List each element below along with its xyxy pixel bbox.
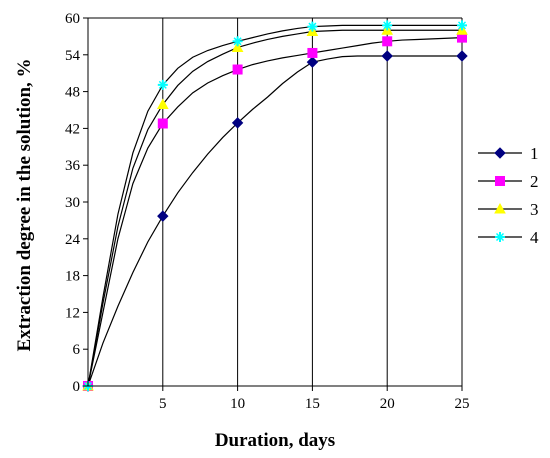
series-1-point xyxy=(231,117,244,129)
series-4-point xyxy=(157,79,168,90)
legend-label-2: 2 xyxy=(530,172,539,191)
y-tick-label: 30 xyxy=(65,195,80,211)
series-3-point xyxy=(231,41,244,52)
legend: 1 2 3 4 xyxy=(478,144,539,247)
series-1-line xyxy=(87,55,462,387)
series-2-point xyxy=(157,118,168,129)
y-tick-label: 24 xyxy=(65,232,81,248)
y-tick-label: 54 xyxy=(65,48,81,64)
series-4-line xyxy=(87,24,462,387)
series-4-point xyxy=(232,36,243,47)
legend-marker-4 xyxy=(495,232,505,242)
series-1-point xyxy=(381,50,393,62)
series-3-line xyxy=(87,29,462,387)
series-2-point xyxy=(307,47,318,58)
legend-marker-1 xyxy=(494,147,506,159)
series-1-point xyxy=(306,56,319,68)
series-4-point xyxy=(457,20,467,31)
y-tick-label: 18 xyxy=(65,269,80,285)
series-2-point xyxy=(232,64,243,75)
y-tick-label: 42 xyxy=(65,121,80,137)
legend-marker-3 xyxy=(494,202,506,214)
y-tick-labels: 0 6 12 18 24 30 36 42 48 54 60 xyxy=(65,11,88,395)
y-tick-label: 48 xyxy=(65,85,80,101)
x-tick-label: 5 xyxy=(159,396,167,412)
x-tick-label: 25 xyxy=(455,396,470,412)
legend-label-3: 3 xyxy=(530,200,539,219)
y-tick-label: 60 xyxy=(65,11,80,27)
series-2-line xyxy=(87,37,463,387)
series-2-point xyxy=(382,36,393,47)
x-tick-label: 10 xyxy=(230,396,245,412)
series-1-point xyxy=(456,50,468,62)
series-3-point xyxy=(156,98,169,109)
legend-label-1: 1 xyxy=(530,144,539,163)
y-tick-label: 36 xyxy=(65,158,81,174)
legend-label-4: 4 xyxy=(530,228,539,247)
x-tick-labels: 5 10 15 20 25 xyxy=(159,386,470,412)
y-tick-label: 6 xyxy=(73,342,81,358)
x-tick-label: 20 xyxy=(380,396,395,412)
y-axis-title: Extraction degree in the solution, % xyxy=(14,58,35,351)
series-4-point xyxy=(382,20,393,31)
x-axis-title: Duration, days xyxy=(215,430,335,451)
plot-area xyxy=(88,18,462,386)
x-tick-label: 15 xyxy=(305,396,320,412)
grid-lines xyxy=(162,18,463,386)
y-tick-label: 12 xyxy=(65,305,80,321)
legend-marker-2 xyxy=(495,176,505,186)
y-tick-label: 0 xyxy=(73,379,81,395)
series-4-point xyxy=(307,21,318,32)
series-curves xyxy=(87,24,463,387)
series-1-point xyxy=(157,210,169,222)
